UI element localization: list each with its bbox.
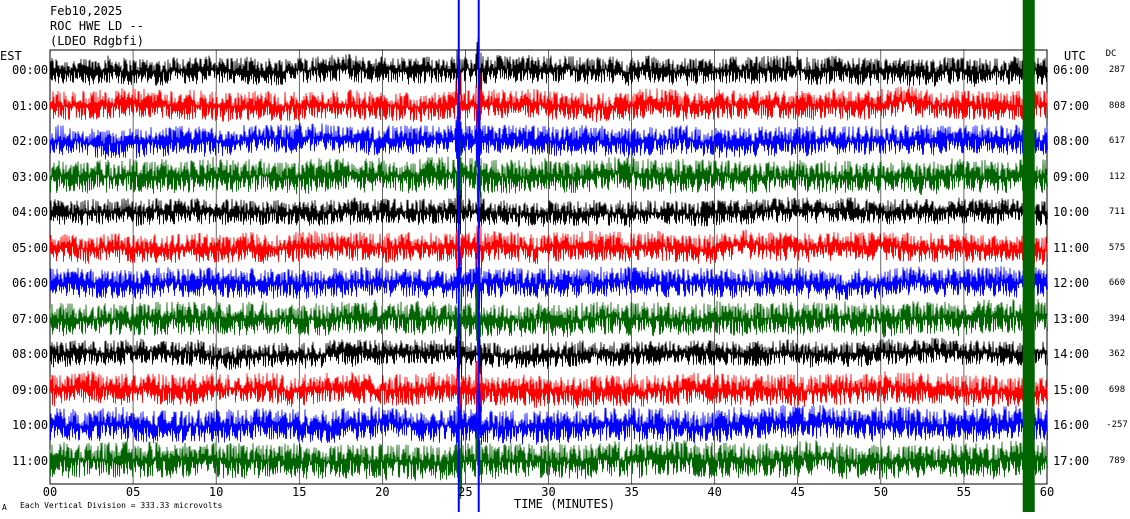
dc-offset-value: 575	[1108, 242, 1126, 253]
row-label-est: 04:00	[12, 205, 49, 219]
row-label-utc: 07:00	[1053, 98, 1090, 113]
row-label-utc: 17:00	[1053, 453, 1090, 468]
event-burst	[1022, 0, 1035, 512]
row-label-est: 06:00	[12, 276, 49, 290]
dc-offset-value: 287	[1108, 65, 1126, 75]
dc-offset-value: -257	[1106, 420, 1128, 430]
right-timezone-label: UTC	[1064, 49, 1086, 63]
row-label-est: 11:00	[12, 453, 49, 468]
trace-0600	[49, 253, 1048, 316]
trace-0500	[49, 216, 1048, 283]
trace-0900	[49, 360, 1048, 424]
row-label-utc: 10:00	[1053, 205, 1090, 219]
trace-1000	[49, 389, 1048, 459]
row-label-est: 08:00	[12, 347, 49, 361]
row-label-est: 03:00	[12, 169, 49, 184]
x-tick-label: 55	[956, 485, 972, 499]
row-label-est: 01:00	[12, 98, 49, 113]
row-label-utc: 06:00	[1053, 63, 1090, 77]
row-label-utc: 13:00	[1053, 311, 1090, 326]
trace-0300	[49, 139, 1048, 207]
footer-mark: A	[2, 503, 7, 512]
row-label-utc: 12:00	[1053, 276, 1090, 290]
x-tick-label: 50	[873, 485, 889, 499]
x-tick-label: 00	[42, 485, 58, 499]
row-label-utc: 11:00	[1053, 240, 1090, 255]
trace-0700	[49, 283, 1048, 356]
dc-offset-value: 362	[1108, 349, 1126, 359]
dc-offset-value: 698	[1108, 384, 1126, 395]
x-tick-label: 10	[208, 485, 224, 499]
x-axis-title: TIME (MINUTES)	[514, 497, 616, 511]
dc-offset-value: 112	[1108, 171, 1126, 182]
row-label-est: 10:00	[12, 418, 49, 432]
station-code: ROC HWE LD --	[50, 19, 144, 33]
dc-offset-value: 394	[1108, 313, 1126, 324]
dc-offset-value: 789	[1108, 455, 1126, 466]
dc-offset-value: 617	[1108, 136, 1126, 146]
trace-0200	[49, 109, 1048, 171]
row-label-utc: 09:00	[1053, 169, 1090, 184]
trace-0400	[49, 185, 1048, 236]
scale-note: Each Vertical Division = 333.33 microvol…	[20, 501, 223, 510]
trace-0000	[49, 38, 1048, 99]
trace-0800	[49, 324, 1048, 382]
dc-offset-value: 808	[1108, 100, 1126, 111]
row-label-utc: 14:00	[1053, 347, 1090, 361]
row-label-utc: 15:00	[1053, 382, 1090, 397]
row-label-utc: 16:00	[1053, 418, 1090, 432]
row-label-est: 09:00	[12, 382, 49, 397]
network-name: (LDEO Rdgbfi)	[50, 34, 144, 48]
x-tick-label: 05	[125, 485, 141, 499]
x-tick-label: 40	[707, 485, 722, 499]
row-label-est: 07:00	[12, 311, 49, 326]
x-tick-label: 45	[790, 485, 805, 499]
dc-offset-value: 660	[1108, 278, 1126, 288]
row-label-est: 02:00	[12, 134, 49, 148]
plot-date: Feb10,2025	[50, 4, 123, 18]
left-timezone-label: EST	[0, 49, 22, 63]
x-tick-label: 35	[624, 485, 639, 499]
trace-0100	[49, 72, 1048, 132]
row-label-est: 05:00	[12, 240, 49, 255]
dc-offset-value: 711	[1108, 207, 1126, 217]
dc-column-label: DC	[1105, 49, 1117, 59]
x-tick-label: 30	[541, 485, 556, 499]
x-tick-label: 15	[292, 485, 307, 499]
x-tick-label: 60	[1039, 485, 1055, 499]
row-label-utc: 08:00	[1053, 134, 1090, 148]
trace-1100	[49, 421, 1048, 500]
row-label-est: 00:00	[12, 63, 49, 77]
x-tick-label: 20	[375, 485, 390, 499]
x-tick-label: 25	[458, 485, 473, 499]
